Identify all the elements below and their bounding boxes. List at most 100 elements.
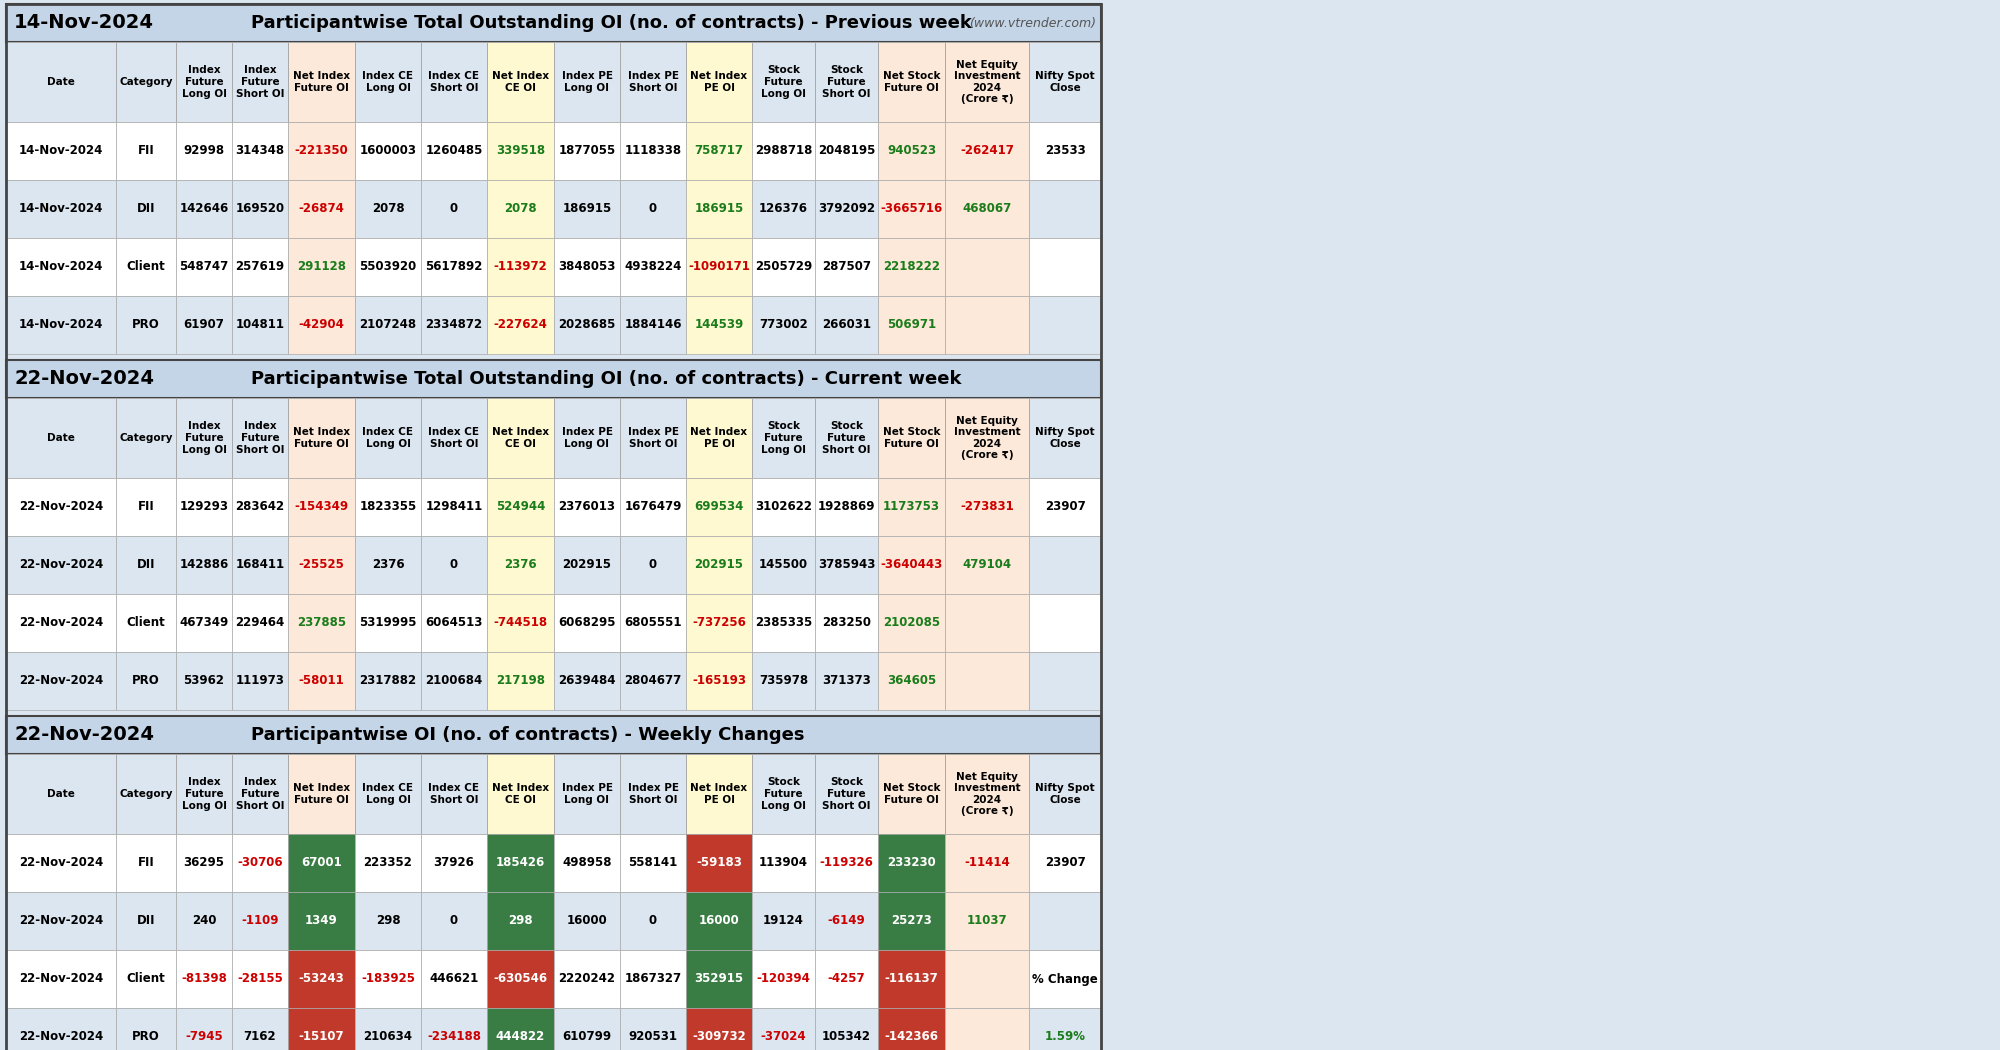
Bar <box>420 754 488 834</box>
Bar <box>288 1008 356 1050</box>
Bar <box>176 892 232 950</box>
Text: 144539: 144539 <box>694 318 744 332</box>
Bar <box>554 180 620 238</box>
Text: 22-Nov-2024: 22-Nov-2024 <box>18 674 104 688</box>
Text: 14-Nov-2024: 14-Nov-2024 <box>18 260 104 273</box>
Bar <box>288 754 356 834</box>
Text: Stock
Future
Long OI: Stock Future Long OI <box>760 777 806 811</box>
Text: 16000: 16000 <box>566 915 608 927</box>
Text: 104811: 104811 <box>236 318 284 332</box>
Text: -183925: -183925 <box>360 972 416 986</box>
Text: 1877055: 1877055 <box>558 145 616 158</box>
Text: 14-Nov-2024: 14-Nov-2024 <box>18 203 104 215</box>
Bar <box>1028 478 1100 536</box>
Text: Participantwise Total Outstanding OI (no. of contracts) - Previous week: Participantwise Total Outstanding OI (no… <box>252 14 972 32</box>
Bar <box>752 892 816 950</box>
Bar <box>356 1008 420 1050</box>
Bar <box>420 950 488 1008</box>
Bar <box>6 296 116 354</box>
Text: Index CE
Short OI: Index CE Short OI <box>428 427 480 448</box>
Text: Index PE
Long OI: Index PE Long OI <box>562 427 612 448</box>
Bar <box>620 536 686 594</box>
Text: 2385335: 2385335 <box>754 616 812 630</box>
Text: Index CE
Long OI: Index CE Long OI <box>362 427 414 448</box>
Bar <box>488 180 554 238</box>
Text: 758717: 758717 <box>694 145 744 158</box>
Bar <box>116 892 176 950</box>
Text: 287507: 287507 <box>822 260 872 273</box>
Text: Participantwise Total Outstanding OI (no. of contracts) - Current week: Participantwise Total Outstanding OI (no… <box>252 370 962 388</box>
Text: 6068295: 6068295 <box>558 616 616 630</box>
Bar <box>116 398 176 478</box>
Bar <box>686 754 752 834</box>
Text: Index CE
Short OI: Index CE Short OI <box>428 71 480 92</box>
Bar <box>816 296 878 354</box>
Text: -262417: -262417 <box>960 145 1014 158</box>
Text: Index PE
Long OI: Index PE Long OI <box>562 783 612 804</box>
Bar <box>816 950 878 1008</box>
Text: 202915: 202915 <box>694 559 744 571</box>
Bar <box>288 296 356 354</box>
Bar <box>420 296 488 354</box>
Bar <box>946 122 1028 180</box>
Bar <box>6 536 116 594</box>
Bar <box>232 594 288 652</box>
Bar <box>420 1008 488 1050</box>
Bar <box>6 834 116 892</box>
Bar <box>232 950 288 1008</box>
Text: Nifty Spot
Close: Nifty Spot Close <box>1036 427 1094 448</box>
Text: 1823355: 1823355 <box>360 501 416 513</box>
Bar <box>752 478 816 536</box>
Bar <box>356 478 420 536</box>
Bar <box>1028 296 1100 354</box>
Text: 7162: 7162 <box>244 1030 276 1044</box>
Text: -58011: -58011 <box>298 674 344 688</box>
Bar <box>878 754 946 834</box>
Text: 0: 0 <box>648 915 658 927</box>
Text: 1118338: 1118338 <box>624 145 682 158</box>
Bar <box>816 754 878 834</box>
Text: Category: Category <box>120 433 172 443</box>
Bar <box>1028 834 1100 892</box>
Text: 202915: 202915 <box>562 559 612 571</box>
Text: 14-Nov-2024: 14-Nov-2024 <box>18 145 104 158</box>
Text: Date: Date <box>48 77 74 87</box>
Bar <box>288 238 356 296</box>
Bar <box>356 398 420 478</box>
Text: -120394: -120394 <box>756 972 810 986</box>
Bar <box>752 398 816 478</box>
Text: Net Index
CE OI: Net Index CE OI <box>492 427 550 448</box>
Bar <box>1028 652 1100 710</box>
Text: 498958: 498958 <box>562 857 612 869</box>
Text: 3102622: 3102622 <box>756 501 812 513</box>
Bar <box>488 398 554 478</box>
Text: 22-Nov-2024: 22-Nov-2024 <box>18 559 104 571</box>
Bar <box>232 754 288 834</box>
Bar <box>686 180 752 238</box>
Bar <box>1028 536 1100 594</box>
Text: 3848053: 3848053 <box>558 260 616 273</box>
Text: PRO: PRO <box>132 318 160 332</box>
Text: Nifty Spot
Close: Nifty Spot Close <box>1036 783 1094 804</box>
Bar <box>620 652 686 710</box>
Text: 22-Nov-2024: 22-Nov-2024 <box>18 915 104 927</box>
Bar <box>176 122 232 180</box>
Text: Index
Future
Short OI: Index Future Short OI <box>236 421 284 455</box>
Bar <box>816 1008 878 1050</box>
Text: % Change: % Change <box>1032 972 1098 986</box>
Text: Index
Future
Short OI: Index Future Short OI <box>236 65 284 99</box>
Text: 6064513: 6064513 <box>426 616 482 630</box>
Bar <box>6 398 116 478</box>
Bar <box>686 398 752 478</box>
Bar <box>752 950 816 1008</box>
Text: 1298411: 1298411 <box>426 501 482 513</box>
Text: -116137: -116137 <box>884 972 938 986</box>
Bar <box>554 42 620 122</box>
Bar <box>356 950 420 1008</box>
Text: 548747: 548747 <box>180 260 228 273</box>
Text: 773002: 773002 <box>760 318 808 332</box>
Bar <box>1028 42 1100 122</box>
Bar <box>6 4 1100 1050</box>
Bar <box>878 834 946 892</box>
Text: 364605: 364605 <box>886 674 936 688</box>
